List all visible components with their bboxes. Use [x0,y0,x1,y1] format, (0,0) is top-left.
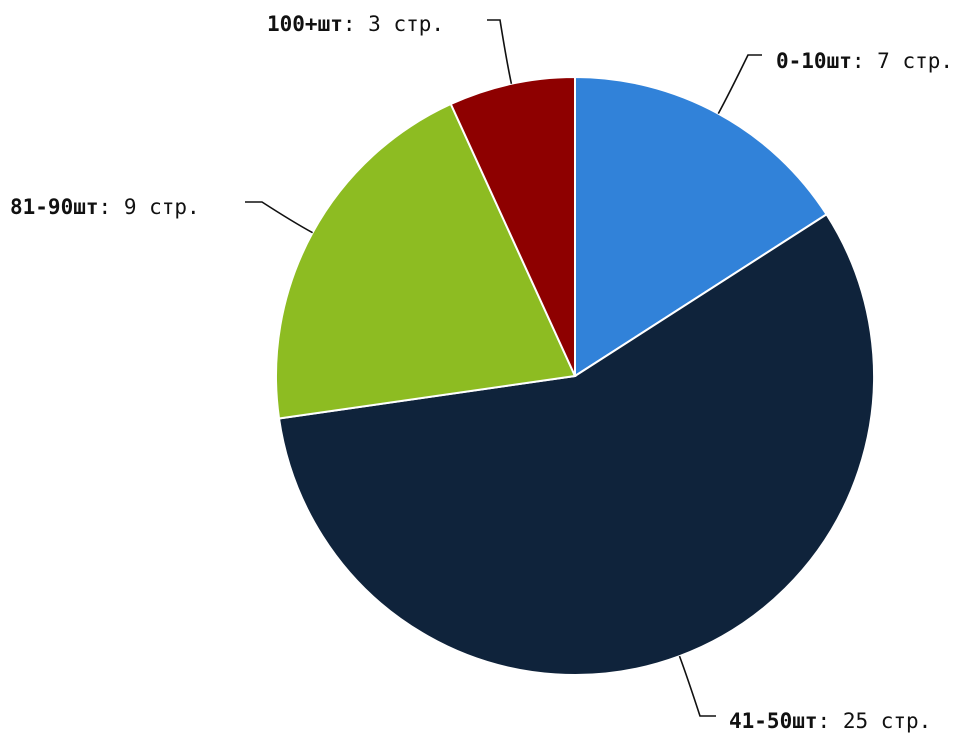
slice-label-81-90: 81-90шт: 9 стр. [10,195,200,219]
connector-100-plus [487,19,513,84]
connector-41-50 [678,655,716,717]
slice-label-0-10: 0-10шт: 7 стр. [776,49,953,73]
label-connectors [245,19,762,717]
pie-slice-81-90 [274,102,577,420]
pie-slice-100-plus [449,75,576,377]
connector-0-10 [717,54,762,114]
connector-81-90 [245,201,313,234]
pie-slice-41-50 [277,212,875,677]
pie-slices [274,75,875,677]
slice-label-100-plus: 100+шт: 3 стр. [267,12,444,36]
pie-slice-0-10 [574,75,828,378]
slice-label-41-50: 41-50шт: 25 стр. [729,709,931,733]
